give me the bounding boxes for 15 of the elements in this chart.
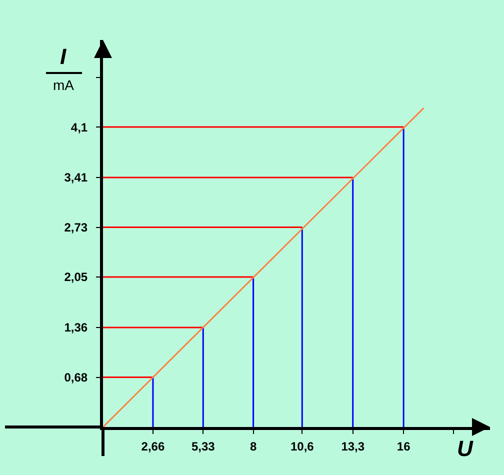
x-tick-label: 10,6: [290, 439, 314, 454]
x-tick-label: 5,33: [191, 439, 216, 454]
x-axis-title: U: [457, 436, 474, 461]
y-tick-label: 0,68: [64, 370, 88, 384]
y-tick-label: 2,73: [64, 220, 88, 234]
x-tick-label: 13,3: [341, 439, 365, 454]
x-tick-label: 2,66: [141, 439, 165, 454]
y-tick-label: 1,36: [64, 320, 88, 335]
y-tick-label: 4,1: [70, 120, 88, 134]
y-axis-title: I: [60, 44, 67, 69]
y-tick-label: 2,05: [64, 270, 88, 284]
y-tick-label: 3,41: [64, 170, 88, 185]
x-tick-label: 8: [250, 439, 257, 454]
x-tick-label: 16: [396, 439, 411, 454]
text: mA: [53, 77, 75, 93]
